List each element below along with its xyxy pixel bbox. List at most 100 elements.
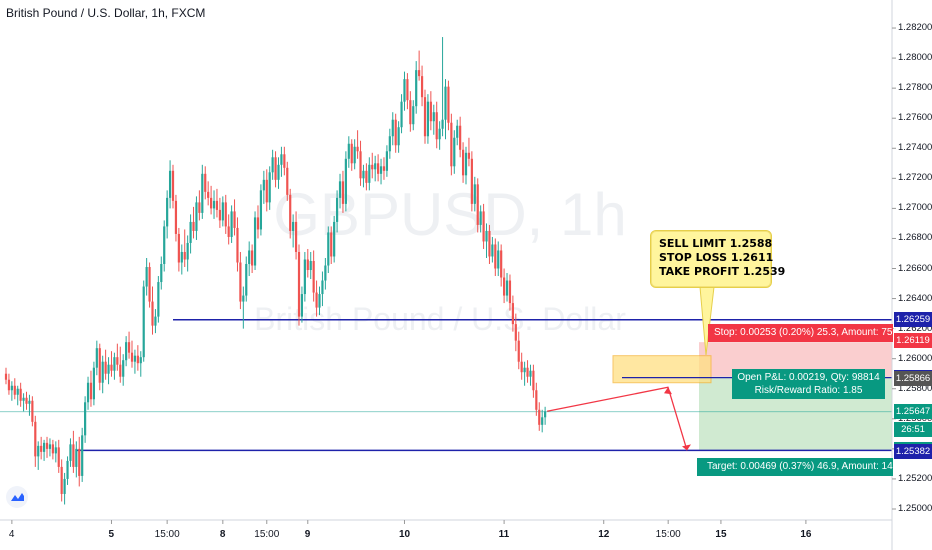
candle-body	[441, 119, 444, 129]
candle-body	[274, 157, 277, 180]
candle-body	[461, 149, 465, 176]
candle-body	[403, 79, 406, 102]
candle-body	[435, 112, 438, 140]
candle-body	[48, 444, 52, 449]
candle-body	[256, 217, 260, 230]
candle-body	[207, 191, 210, 198]
time-axis-label: 11	[498, 529, 510, 540]
candle-body	[514, 324, 517, 341]
candle-body	[230, 211, 233, 237]
price-axis-label: 1.27800	[898, 82, 932, 94]
candle-body	[16, 388, 19, 395]
candle-body	[72, 444, 75, 467]
price-axis-label: 1.25200	[898, 472, 932, 484]
candle-body	[233, 211, 236, 228]
candle-body	[251, 250, 254, 266]
candle-body	[450, 122, 453, 167]
candle-body	[544, 411, 547, 418]
candle-body	[154, 316, 157, 326]
candle-body	[306, 259, 309, 271]
candle-body	[526, 367, 529, 377]
candle-body	[535, 390, 538, 410]
open-pnl-label[interactable]: Open P&L: 0.00219, Qty: 98814 Risk/Rewar…	[732, 369, 885, 399]
candle-body	[541, 417, 544, 425]
candle-body	[359, 151, 362, 179]
trade-annotation-callout[interactable]: SELL LIMIT 1.2588 STOP LOSS 1.2611 TAKE …	[650, 230, 785, 288]
candle-body	[318, 294, 321, 308]
candle-body	[508, 280, 512, 304]
watermark-symbol: GBPUSD, 1h	[273, 181, 626, 248]
projection-arrowhead	[682, 444, 691, 451]
candle-body	[271, 157, 274, 173]
candle-body	[210, 197, 213, 209]
candle-body	[7, 379, 11, 391]
candle-body	[377, 163, 380, 174]
tradingview-logo-icon[interactable]	[6, 486, 28, 508]
candle-body	[456, 125, 459, 138]
candle-body	[406, 79, 409, 101]
candle-body	[426, 101, 430, 137]
time-axis-label: 4	[8, 529, 15, 540]
candle-body	[168, 170, 172, 198]
candle-body	[371, 164, 374, 170]
price-axis-tag[interactable]: 26:51	[894, 421, 932, 437]
candle-body	[189, 221, 192, 243]
candle-body	[45, 442, 49, 449]
candle-body	[201, 173, 204, 213]
watermark-name: British Pound / U.S. Dollar	[254, 301, 626, 337]
price-axis-tag[interactable]: 1.25866	[894, 371, 932, 387]
candle-body	[500, 250, 503, 278]
candle-body	[523, 367, 526, 373]
price-axis-tag[interactable]: 1.25647	[894, 404, 932, 420]
candle-body	[470, 158, 473, 204]
candle-body	[303, 259, 306, 295]
candle-body	[248, 250, 251, 265]
candle-body	[215, 200, 219, 210]
projection-path[interactable]	[546, 386, 688, 451]
candle-body	[81, 435, 84, 476]
price-axis-tag[interactable]: 1.26259	[894, 312, 932, 328]
candle-body	[467, 152, 471, 159]
candle-body	[432, 112, 435, 122]
candle-body	[479, 211, 482, 225]
candle-body	[148, 267, 151, 302]
candle-body	[327, 232, 330, 266]
candle-body	[268, 172, 271, 203]
candle-body	[315, 292, 318, 308]
price-axis-tag[interactable]: 1.25382	[894, 444, 932, 460]
candle-body	[497, 250, 500, 269]
entry-zone-box[interactable]	[612, 355, 712, 384]
candle-body	[239, 262, 242, 302]
candle-body	[289, 194, 292, 231]
candle-body	[388, 136, 391, 152]
candle-body	[136, 355, 139, 364]
candle-body	[338, 181, 342, 198]
candle-body	[63, 478, 66, 494]
candle-body	[491, 244, 494, 257]
candle-body	[98, 348, 101, 383]
price-axis-tag[interactable]: 1.26119	[894, 333, 932, 349]
price-axis-label: 1.25000	[898, 502, 932, 514]
time-axis-label: 12	[598, 529, 610, 540]
candle-body	[107, 364, 110, 374]
candle-body	[347, 143, 350, 159]
candle-body	[104, 361, 107, 374]
candle-body	[157, 282, 160, 317]
candle-body	[418, 70, 421, 77]
candle-body	[13, 385, 16, 395]
candle-body	[54, 447, 57, 454]
candle-body	[420, 76, 424, 98]
candle-body	[116, 357, 119, 365]
candle-body	[283, 154, 286, 168]
candle-body	[453, 137, 456, 167]
stop-info-label[interactable]: Stop: 0.00253 (0.20%) 25.3, Amount: 750	[708, 324, 898, 342]
candle-body	[212, 200, 216, 209]
candle-body	[110, 364, 113, 371]
candle-body	[4, 373, 8, 380]
candle-body	[312, 260, 315, 293]
candle-body	[362, 170, 365, 179]
candle-body	[60, 466, 63, 494]
target-info-label[interactable]: Target: 0.00469 (0.37%) 46.9, Amount: 14…	[697, 458, 893, 476]
candle-body	[333, 221, 336, 257]
time-axis-label: 15:00	[254, 529, 280, 540]
